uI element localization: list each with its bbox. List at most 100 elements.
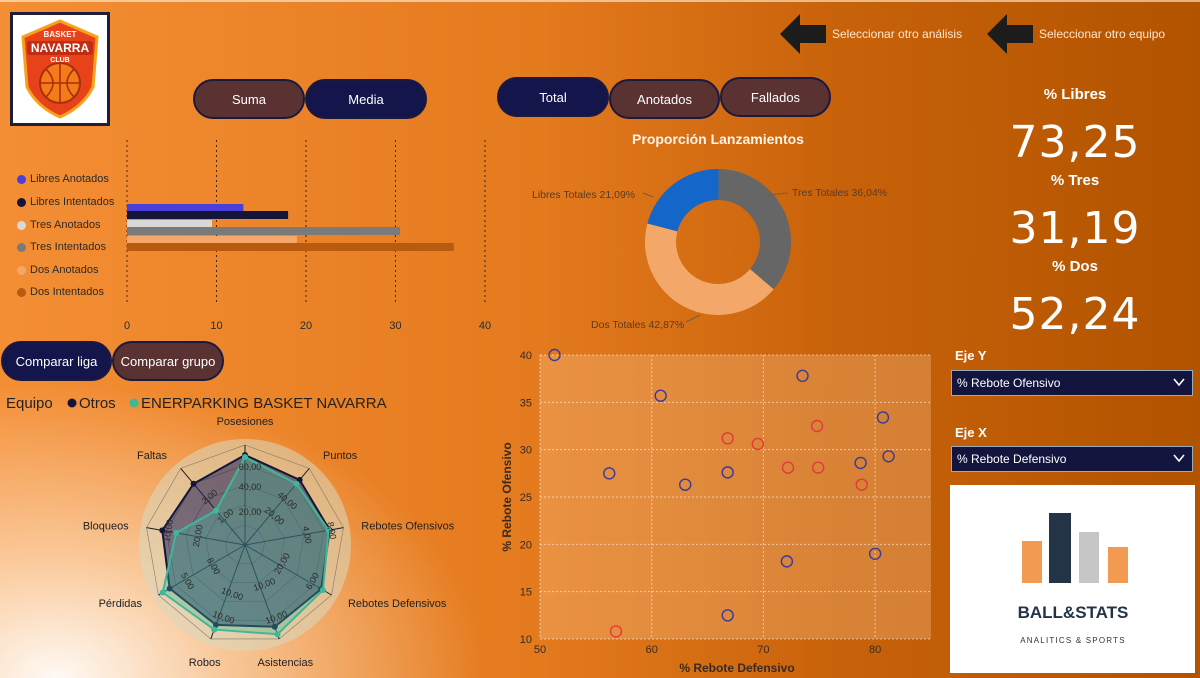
scatter-point bbox=[654, 389, 667, 402]
compare-group-button[interactable]: Comparar grupo bbox=[112, 341, 224, 381]
radar-point bbox=[242, 454, 248, 460]
legend-label: Dos Anotados bbox=[30, 264, 99, 276]
y-tick-label: 35 bbox=[520, 397, 532, 409]
x-tick-label: 40 bbox=[479, 320, 491, 332]
bar bbox=[127, 204, 244, 211]
scatter-point bbox=[721, 609, 734, 622]
eje-x-select[interactable]: % Rebote Defensivo bbox=[951, 446, 1193, 472]
radar-legend-swatch-team bbox=[129, 398, 139, 408]
slice-label: Libres Totales 21,09% bbox=[532, 189, 635, 201]
radar-tick-label: 4,00 bbox=[301, 525, 314, 544]
radar-point bbox=[293, 480, 300, 487]
libres-pct-value: 73,25 bbox=[1009, 117, 1141, 168]
select-other-team-button[interactable]: Seleccionar otro equipo bbox=[987, 14, 1165, 54]
leader-line bbox=[767, 192, 789, 196]
y-tick-label: 40 bbox=[520, 350, 532, 362]
radar-point bbox=[190, 480, 197, 487]
scatter-point bbox=[679, 478, 692, 491]
y-tick-label: 30 bbox=[520, 445, 532, 457]
slice-label: Dos Totales 42,87% bbox=[591, 319, 684, 331]
radar-point bbox=[211, 626, 218, 633]
dos-pct-value: 52,24 bbox=[1009, 289, 1141, 340]
radar-point bbox=[159, 527, 166, 534]
scatter-point bbox=[876, 411, 890, 424]
anotados-button[interactable]: Anotados bbox=[609, 79, 720, 119]
brand-name: BALL&STATS bbox=[1018, 603, 1129, 622]
radar-tick-label: 8,00 bbox=[325, 521, 338, 540]
arrow-left-icon bbox=[987, 14, 1033, 54]
scatter-point bbox=[796, 369, 809, 383]
bar bbox=[127, 236, 298, 243]
logo-text-club: CLUB bbox=[50, 57, 69, 64]
bar bbox=[127, 211, 289, 219]
club-logo: BASKET NAVARRA CLUB bbox=[10, 12, 110, 126]
legend-item: Libres Intentados bbox=[17, 196, 114, 208]
select-other-analysis-label: Seleccionar otro análisis bbox=[832, 27, 963, 41]
leader-line bbox=[642, 192, 654, 198]
x-tick-label: 0 bbox=[124, 320, 130, 332]
legend-item: Tres Anotados bbox=[17, 219, 101, 231]
chart-title: Proporción Lanzamientos bbox=[632, 131, 804, 147]
radar-grid bbox=[146, 444, 344, 640]
x-tick-label: 80 bbox=[869, 644, 881, 656]
media-button[interactable]: Media bbox=[305, 79, 427, 119]
legend-swatch bbox=[17, 197, 26, 207]
x-tick-label: 50 bbox=[534, 644, 546, 656]
radar-axis-label: Pérdidas bbox=[99, 598, 143, 610]
legend-label: Libres Intentados bbox=[30, 196, 115, 208]
radar-point bbox=[159, 589, 166, 596]
fallados-button[interactable]: Fallados bbox=[720, 77, 831, 117]
libres-pct-label: % Libres bbox=[1043, 86, 1107, 103]
radar-tick-label: 20,00 bbox=[191, 524, 205, 548]
select-other-analysis-button[interactable]: Seleccionar otro análisis bbox=[780, 14, 962, 54]
x-tick-label: 60 bbox=[646, 644, 658, 656]
scatter-point bbox=[882, 450, 895, 463]
radar-axis-label: Puntos bbox=[323, 450, 358, 462]
total-button[interactable]: Total bbox=[497, 77, 609, 117]
radar-tick-label: 40,00 bbox=[239, 482, 262, 492]
chevron-down-icon bbox=[1172, 451, 1186, 468]
eje-y-select[interactable]: % Rebote Ofensivo bbox=[951, 370, 1193, 396]
scatter-point bbox=[780, 555, 794, 568]
suma-button[interactable]: Suma bbox=[193, 79, 305, 119]
donut-slice bbox=[645, 223, 774, 315]
scatter-point bbox=[781, 461, 795, 474]
y-tick-label: 25 bbox=[520, 492, 532, 504]
radar-point bbox=[213, 507, 220, 514]
radar-legend-title: Equipo bbox=[6, 395, 53, 412]
compare-league-button[interactable]: Comparar liga bbox=[1, 341, 112, 381]
arrow-left-icon bbox=[780, 14, 826, 54]
bar bbox=[127, 243, 454, 251]
ballstats-logo: BALL&STATS ANALITICS & SPORTS bbox=[950, 485, 1195, 673]
radar-axis-label: Rebotes Ofensivos bbox=[361, 521, 454, 533]
legend-item: Libres Anotados bbox=[17, 173, 109, 185]
scatter-point bbox=[721, 432, 734, 445]
radar-point bbox=[325, 527, 332, 534]
radar-tick-label: 20,00 bbox=[239, 507, 262, 517]
radar-axis-label: Faltas bbox=[137, 450, 167, 462]
scatter-point bbox=[721, 466, 734, 479]
legend-label: Tres Intentados bbox=[30, 241, 107, 253]
radar-point bbox=[212, 621, 219, 628]
y-tick-label: 15 bbox=[520, 587, 532, 599]
legend-swatch bbox=[17, 265, 26, 275]
scatter-point bbox=[854, 456, 867, 470]
legend-item: Tres Intentados bbox=[17, 241, 106, 253]
radar-series-area bbox=[161, 455, 330, 636]
eje-x-value: % Rebote Defensivo bbox=[957, 452, 1067, 466]
dos-pct-label: % Dos bbox=[1052, 258, 1098, 275]
club-logo-shield: BASKET NAVARRA CLUB bbox=[21, 19, 99, 119]
y-axis-title: % Rebote Ofensivo bbox=[500, 442, 514, 551]
radar-axis-label: Posesiones bbox=[217, 416, 274, 428]
eje-y-label: Eje Y bbox=[955, 348, 987, 363]
logo-text-basket: BASKET bbox=[44, 30, 77, 39]
donut-slice bbox=[718, 169, 791, 290]
y-tick-label: 20 bbox=[520, 539, 532, 551]
tres-pct-label: % Tres bbox=[1050, 172, 1100, 189]
radar-axis-label: Bloqueos bbox=[83, 521, 129, 533]
logo-text-navarra: NAVARRA bbox=[31, 41, 90, 55]
brand-tagline: ANALITICS & SPORTS bbox=[1020, 636, 1125, 645]
radar-axis-label: Rebotes Defensivos bbox=[348, 598, 447, 610]
radar-point bbox=[173, 529, 180, 536]
